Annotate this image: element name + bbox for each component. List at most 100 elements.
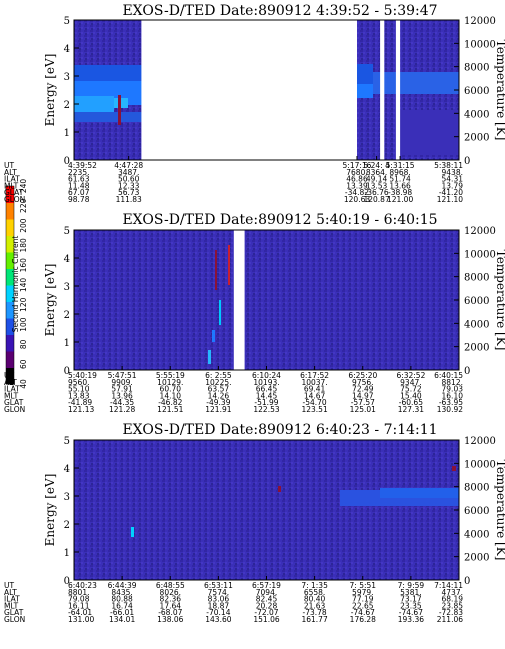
orbit-value: 7: 5:51: [350, 581, 377, 590]
orbit-value: -51.99: [254, 398, 278, 407]
orbit-value: 80.88: [111, 595, 133, 604]
colorbar-tick-label: 220: [19, 198, 28, 213]
colorbar-tick-label: 200: [19, 218, 28, 233]
orbit-value: 77.19: [352, 595, 374, 604]
panel-1-ylabel: Energy [eV]: [43, 54, 57, 127]
y2-tick-label: 8000: [464, 63, 489, 74]
y2-tick-label: 0: [464, 366, 470, 377]
y2-tick-label: 12000: [464, 436, 496, 447]
orbit-value: 8801.: [68, 588, 89, 597]
y2-tick-label: 10000: [464, 249, 496, 260]
orbit-value: 55.10: [68, 385, 90, 394]
orbit-value: 79.03: [442, 385, 464, 394]
orbit-value: 9909.: [111, 378, 132, 387]
panel-2-yticks: 0 1 2 3 4 5: [64, 226, 79, 377]
orbit-value: 20.28: [256, 601, 278, 610]
orbit-value: 4737.: [442, 588, 463, 597]
colorbar: 40 60 80 100 120 140 160 180 200 220 240 Second Ha…: [5, 179, 28, 389]
panel-2-xticks: [73, 366, 460, 370]
orbit-row-label: GLON: [4, 195, 25, 204]
y2-tick-label: 12000: [464, 226, 496, 237]
orbit-value: 5:24: 4: [363, 161, 390, 170]
orbit-value: -63.95: [439, 398, 463, 407]
orbit-value: 57.91: [111, 385, 133, 394]
panel-2-ylabel: Energy [eV]: [43, 264, 57, 337]
colorbar-swatch: [6, 252, 14, 269]
panel-1-yticks: 0 1 2 3 4 5: [64, 16, 79, 167]
y-tick-label: 3: [64, 72, 70, 83]
orbit-value: 11.48: [68, 181, 90, 190]
panel-1-xticks: [73, 156, 460, 160]
orbit-value: -54.70: [303, 398, 327, 407]
orbit-value: 7680.: [346, 168, 367, 177]
orbit-value: 6:40:15: [434, 371, 463, 380]
orbit-value: 8968.: [389, 168, 410, 177]
y2-tick-label: 2000: [464, 133, 489, 144]
orbit-value: 13.39: [346, 181, 368, 190]
colorbar-swatch: [6, 318, 14, 335]
y2-tick-label: 8000: [464, 273, 489, 284]
orbit-value: 4:39:52: [68, 161, 97, 170]
colorbar-tick-label: 240: [19, 179, 28, 194]
panel-2-plot-area: [74, 230, 459, 370]
y-tick-label: 5: [64, 436, 70, 447]
orbit-value: 82.36: [160, 595, 182, 604]
orbit-value: 72.49: [352, 385, 374, 394]
orbit-value: 16.74: [111, 601, 133, 610]
orbit-value: 4:47:28: [114, 161, 143, 170]
orbit-value: 63.57: [208, 385, 230, 394]
y2-tick-label: 2000: [464, 553, 489, 564]
orbit-value: 120.63: [344, 195, 370, 204]
orbit-value: 138.06: [157, 615, 183, 624]
panel-2-data-gaps: [233, 230, 245, 370]
orbit-value: 16.11: [68, 601, 90, 610]
orbit-value: 3487.: [118, 168, 139, 177]
panel-2-orbit-table: UTALTILATMLTGLATGLON5:40:199560.55.1013.…: [4, 371, 463, 414]
spectrogram-panel-3: EXOS-D/TED Date:890912 6:40:23 - 7:14:11…: [4, 422, 505, 624]
orbit-value: 14.10: [160, 391, 182, 400]
y-tick-label: 1: [64, 548, 70, 559]
orbit-row-label: ALT: [4, 378, 17, 387]
orbit-value: 6:44:39: [108, 581, 137, 590]
y-tick-label: 5: [64, 226, 70, 237]
orbit-value: 121.28: [109, 405, 135, 414]
colorbar-swatch: [6, 186, 14, 203]
orbit-value: 125.01: [350, 405, 376, 414]
orbit-value: 83.06: [208, 595, 230, 604]
orbit-value: 5:38:11: [434, 161, 463, 170]
orbit-row-label: MLT: [4, 601, 19, 610]
y-tick-label: 0: [64, 576, 70, 587]
orbit-value: 121.00: [387, 195, 413, 204]
orbit-value: 5:31:15: [386, 161, 415, 170]
colorbar-ticks: 40 60 80 100 120 140 160 180 200 220 240: [19, 179, 28, 389]
orbit-value: 6:53:11: [204, 581, 233, 590]
orbit-value: 6:17:52: [300, 371, 329, 380]
orbit-value: 193.36: [398, 615, 424, 624]
orbit-value: 49.14: [366, 175, 388, 184]
orbit-value: 14.26: [208, 391, 230, 400]
orbit-value: 6: 2:55: [205, 371, 232, 380]
orbit-value: 13.83: [68, 391, 90, 400]
orbit-value: -74.67: [351, 608, 375, 617]
y-tick-label: 4: [64, 464, 70, 475]
y2-tick-label: 4000: [464, 319, 489, 330]
orbit-value: 6:48:55: [156, 581, 185, 590]
orbit-value: 8435.: [111, 588, 132, 597]
colorbar-swatch: [6, 334, 14, 352]
orbit-value: 6558.: [304, 588, 325, 597]
orbit-value: 6:32:52: [396, 371, 425, 380]
orbit-value: 122.53: [253, 405, 279, 414]
y-tick-label: 3: [64, 492, 70, 503]
orbit-value: -70.14: [206, 608, 230, 617]
y-tick-label: 4: [64, 44, 70, 55]
orbit-value: 16.10: [442, 391, 464, 400]
colorbar-tick-label: 60: [19, 359, 28, 369]
orbit-value: -34.82: [345, 188, 369, 197]
orbit-row-label: GLAT: [4, 608, 24, 617]
orbit-value: 9756.: [352, 378, 373, 387]
orbit-value: -72.83: [439, 608, 463, 617]
y-tick-label: 0: [64, 156, 70, 167]
orbit-value: 23.85: [442, 601, 464, 610]
y-tick-label: 4: [64, 254, 70, 265]
